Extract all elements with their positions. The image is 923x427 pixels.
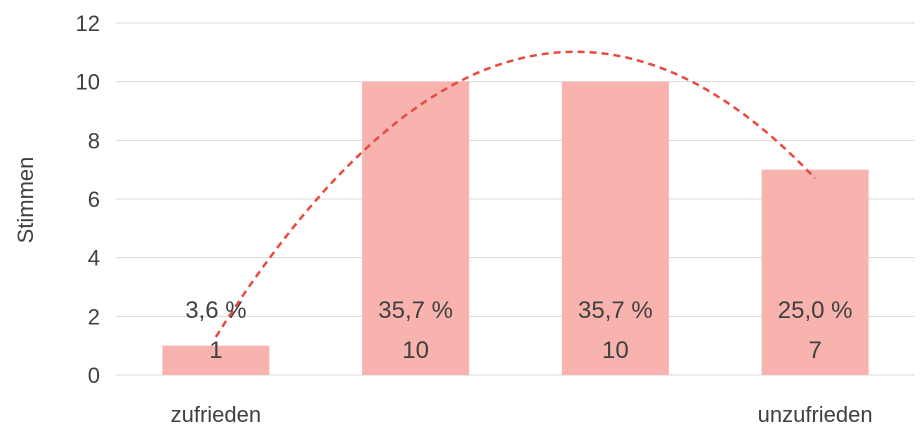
count-label: 1 bbox=[209, 337, 222, 364]
bar bbox=[162, 345, 270, 375]
percent-label: 35,7 % bbox=[578, 297, 653, 324]
y-tick-label: 6 bbox=[88, 187, 100, 212]
y-tick-label: 12 bbox=[76, 11, 100, 36]
percent-label: 3,6 % bbox=[185, 297, 246, 324]
bar bbox=[761, 169, 869, 375]
trendline bbox=[214, 50, 817, 338]
x-category-label: zufrieden bbox=[171, 402, 262, 427]
x-axis-categories: zufrieden unzufrieden bbox=[171, 402, 873, 427]
y-axis-ticks: 0 2 4 6 8 10 12 bbox=[76, 11, 100, 388]
count-label: 10 bbox=[402, 337, 429, 364]
count-label: 10 bbox=[602, 337, 629, 364]
trendline-path bbox=[214, 50, 817, 338]
bar bbox=[362, 81, 470, 376]
gridlines bbox=[116, 22, 915, 376]
y-tick-label: 2 bbox=[88, 304, 100, 329]
x-category-label: unzufrieden bbox=[758, 402, 873, 427]
count-label: 7 bbox=[808, 337, 821, 364]
data-labels: 3,6 % 1 35,7 % 10 35,7 % 10 25,0 % 7 bbox=[185, 297, 852, 364]
bar bbox=[561, 81, 669, 376]
bars bbox=[162, 81, 869, 376]
y-tick-label: 10 bbox=[76, 70, 100, 95]
y-axis-label: Stimmen bbox=[13, 157, 38, 244]
y-tick-label: 8 bbox=[88, 128, 100, 153]
y-tick-label: 0 bbox=[88, 363, 100, 388]
percent-label: 35,7 % bbox=[378, 297, 453, 324]
y-tick-label: 4 bbox=[88, 246, 100, 271]
percent-label: 25,0 % bbox=[778, 297, 853, 324]
